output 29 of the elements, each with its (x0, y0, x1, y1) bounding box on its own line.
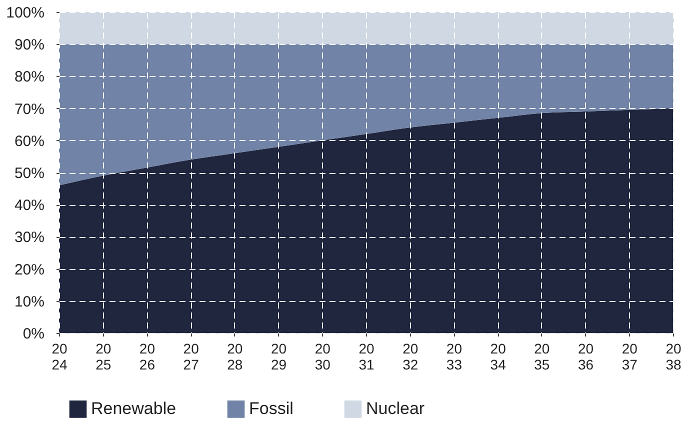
x-tick-label: 20 36 (578, 340, 594, 372)
x-tick-label: 20 34 (490, 340, 506, 372)
x-tick-label: 20 33 (446, 340, 462, 372)
y-tick-label: 50% (14, 165, 44, 182)
x-tick-label: 20 32 (402, 340, 418, 372)
y-tick-label: 40% (14, 197, 44, 214)
x-tick-label: 20 30 (314, 340, 331, 372)
y-tick-label: 80% (14, 68, 44, 86)
y-tick-label: 90% (14, 36, 44, 54)
y-tick-label: 100% (6, 4, 44, 22)
x-tick-label: 20 26 (139, 340, 156, 372)
y-tick-label: 0% (22, 326, 44, 342)
legend-label: Nuclear (366, 399, 425, 418)
x-tick-label: 20 35 (534, 340, 550, 372)
x-tick-label: 20 25 (96, 340, 112, 372)
x-tick-label: 20 28 (227, 340, 243, 372)
x-tick-label: 20 31 (358, 340, 374, 372)
x-tick-label: 20 27 (183, 340, 200, 372)
y-tick-label: 60% (14, 132, 44, 150)
x-tick-label: 20 37 (622, 340, 638, 372)
y-tick-label: 30% (14, 229, 44, 246)
y-tick-label: 10% (14, 293, 44, 310)
x-tick-label: 20 38 (666, 340, 682, 372)
y-tick-label: 70% (14, 100, 44, 118)
x-tick-label: 20 24 (52, 340, 68, 372)
legend-label: Renewable (91, 399, 176, 418)
legend-label: Fossil (249, 399, 294, 418)
y-tick-label: 20% (14, 261, 44, 278)
x-tick-label: 20 29 (270, 340, 287, 372)
